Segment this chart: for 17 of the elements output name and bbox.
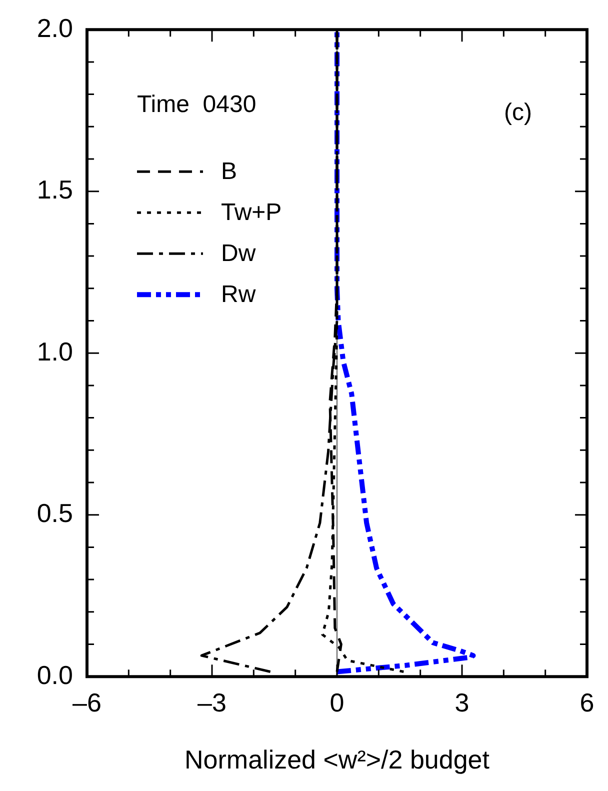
- x-axis-title: Normalized <w²>/2 budget: [184, 744, 490, 775]
- y-tick-label: 0.5: [36, 498, 73, 528]
- x-tick-label: 3: [454, 687, 470, 718]
- x-tick-label: 6: [580, 687, 594, 718]
- y-tick-label: 2.0: [36, 12, 73, 43]
- y-tick-label: 1.5: [36, 174, 73, 205]
- annotation: (c): [504, 99, 532, 126]
- x-tick-label: 0: [330, 687, 344, 718]
- y-tick-label: 0.0: [36, 660, 73, 690]
- x-tick-label: –3: [198, 687, 226, 718]
- legend-label: Dw: [221, 240, 256, 268]
- legend-label: Tw+P: [221, 199, 282, 226]
- x-tick-label: –6: [72, 687, 102, 718]
- y-tick-label: 1.0: [36, 336, 73, 366]
- annotation: Time 0430: [137, 91, 256, 118]
- legend-label: Rw: [221, 281, 256, 308]
- legend-label: B: [221, 158, 238, 186]
